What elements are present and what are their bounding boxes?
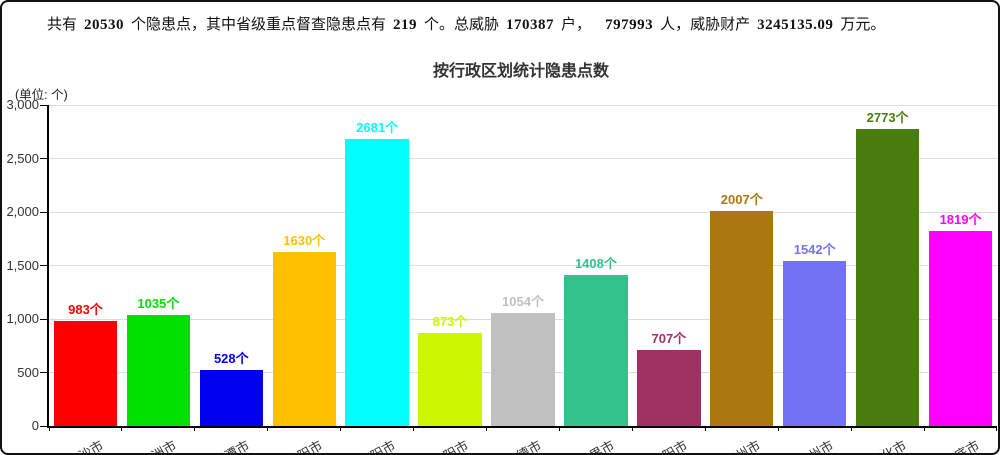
x-axis-label-邵阳市: 邵阳市	[356, 437, 399, 455]
bar-娄底市	[928, 231, 993, 426]
bar-value-张家界市: 1408个	[574, 256, 617, 272]
bar-湘潭市	[199, 369, 264, 426]
threatened-people-count: 797993	[605, 17, 654, 33]
x-axis-tick	[194, 426, 196, 431]
y-axis-label-1000: 1,000	[6, 311, 39, 326]
threatened-households-count: 170387	[506, 17, 555, 33]
x-axis-tick	[486, 426, 488, 431]
summary-text: 共有	[47, 17, 78, 33]
total-points-count: 20530	[84, 17, 125, 33]
bar-value-常德市: 1054个	[502, 294, 544, 310]
x-axis-label-张家界市: 张家界市	[563, 435, 618, 453]
x-axis-tick	[923, 426, 925, 431]
bar-value-株洲市: 1035个	[137, 296, 180, 312]
y-axis-label-1500: 1,500	[6, 257, 39, 273]
gridline-1500	[49, 265, 997, 266]
provincial-points-count: 219	[393, 17, 418, 33]
bar-郴州市	[710, 211, 774, 426]
y-axis-label-500: 500	[17, 364, 39, 380]
x-axis-tick	[121, 426, 123, 431]
summary-line: 共有 20530 个隐患点，其中省级重点督查隐患点有 219 个。总威胁 170387 户，…	[47, 14, 988, 36]
y-axis-tick-2000	[40, 211, 47, 213]
gridline-2000	[49, 211, 997, 213]
bar-株洲市	[126, 315, 191, 426]
summary-text: 人，威胁财产	[660, 17, 751, 33]
x-axis-label-郴州市: 郴州市	[721, 437, 763, 455]
x-axis-label-娄底市: 娄底市	[940, 437, 982, 455]
y-axis-label-3000: 3,000	[6, 97, 39, 112]
x-axis-label-永州市: 永州市	[794, 437, 836, 455]
x-axis-tick	[48, 426, 50, 431]
x-axis-label-株洲市: 株洲市	[138, 437, 180, 455]
bar-value-长沙市: 983个	[68, 301, 103, 317]
bar-value-益阳市: 707个	[651, 331, 687, 347]
summary-text: 万元。	[840, 17, 886, 33]
bar-value-湘潭市: 528个	[213, 350, 249, 366]
x-axis-label-益阳市: 益阳市	[648, 437, 690, 455]
y-axis-tick-2500	[40, 158, 47, 159]
bar-value-岳阳市: 873个	[432, 313, 468, 329]
gridline-2500	[49, 158, 997, 159]
x-axis-tick	[267, 426, 269, 431]
x-axis-tick	[558, 426, 560, 431]
threatened-property-amount: 3245135.09	[757, 17, 834, 33]
y-axis-tick-0	[40, 425, 47, 427]
summary-text: 个。总威胁	[424, 17, 500, 33]
bar-永州市	[782, 261, 847, 426]
bar-value-邵阳市: 2681个	[356, 120, 399, 136]
y-axis-unit-label: (单位: 个)	[15, 88, 68, 102]
gridline-3000	[49, 104, 997, 106]
x-axis-tick	[704, 426, 706, 431]
x-axis-label-长沙市: 长沙市	[65, 437, 107, 455]
y-axis-label-2000: 2,000	[6, 204, 39, 219]
bar-怀化市	[855, 129, 920, 426]
x-axis-tick	[850, 426, 852, 431]
bar-张家界市	[564, 275, 628, 426]
bar-邵阳市	[345, 139, 409, 426]
bar-value-娄底市: 1819个	[939, 212, 982, 228]
summary-text: 户，	[561, 17, 592, 33]
bar-常德市	[491, 313, 555, 426]
x-axis-label-怀化市: 怀化市	[867, 437, 909, 455]
x-axis-tick	[413, 426, 415, 431]
y-axis-tick-3000	[40, 104, 47, 106]
bar-value-郴州市: 2007个	[720, 192, 763, 208]
bar-value-衡阳市: 1630个	[283, 232, 326, 248]
x-axis-tick	[340, 426, 342, 431]
bar-value-永州市: 1542个	[793, 242, 836, 258]
x-axis-tick	[631, 426, 633, 431]
bar-益阳市	[637, 350, 701, 426]
y-axis-tick-1000	[40, 318, 47, 320]
x-axis-label-常德市: 常德市	[502, 437, 544, 455]
bar-长沙市	[53, 320, 118, 426]
chart-title: 按行政区划统计隐患点数	[432, 63, 609, 80]
x-axis-label-岳阳市: 岳阳市	[429, 437, 472, 455]
plot-area: 0 500 1,000 1,500 2,000 2,500 3,000 983个长沙市 1035…	[6, 97, 997, 453]
x-axis-tick	[777, 426, 779, 431]
y-axis-tick-1500	[40, 265, 47, 266]
bar-衡阳市	[272, 251, 336, 426]
bar-岳阳市	[418, 332, 482, 426]
y-axis-tick-500	[40, 372, 47, 373]
y-axis-label-0: 0	[31, 418, 39, 433]
y-axis-label-2500: 2,500	[6, 150, 39, 166]
summary-text: 个隐患点，其中省级重点督查隐患点有	[131, 17, 387, 33]
x-axis-label-湘潭市: 湘潭市	[211, 437, 253, 455]
x-axis-label-衡阳市: 衡阳市	[283, 437, 326, 455]
bar-value-怀化市: 2773个	[866, 110, 909, 126]
x-axis-tick	[995, 426, 997, 431]
